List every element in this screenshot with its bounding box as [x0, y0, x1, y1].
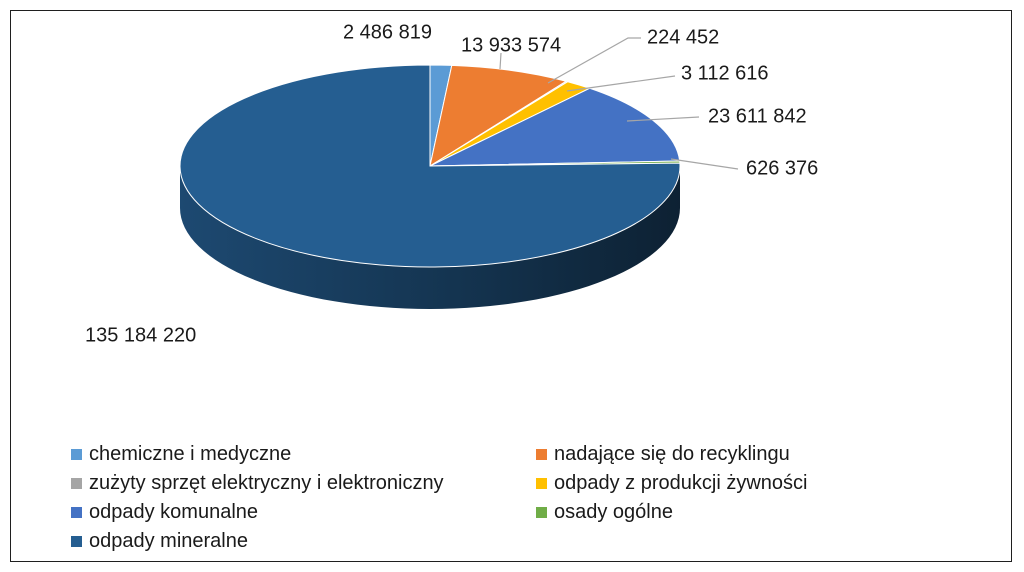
- data-label: 2 486 819: [343, 21, 432, 43]
- legend-item: nadające się do recyklingu: [536, 441, 936, 467]
- legend-label: odpady mineralne: [89, 529, 248, 552]
- legend-item: osady ogólne: [536, 499, 936, 525]
- data-label: 3 112 616: [681, 62, 769, 84]
- data-label: 626 376: [746, 157, 818, 179]
- legend-swatch: [71, 477, 82, 489]
- legend-item: chemiczne i medyczne: [71, 441, 536, 467]
- legend-label: nadające się do recyklingu: [554, 442, 790, 465]
- legend-swatch: [71, 448, 82, 460]
- data-label: 224 452: [647, 26, 719, 48]
- legend-label: odpady komunalne: [89, 500, 259, 523]
- legend-label: osady ogólne: [554, 500, 673, 523]
- leader-line: [499, 52, 502, 70]
- data-label: 13 933 574: [461, 34, 561, 56]
- legend-swatch: [71, 506, 82, 518]
- pie-slice-side: [180, 166, 680, 309]
- data-label: 135 184 220: [85, 324, 196, 346]
- legend-item: odpady z produkcji żywności: [536, 470, 936, 496]
- pie-slice: [429, 64, 568, 168]
- legend-label: odpady z produkcji żywności: [554, 471, 808, 494]
- legend-swatch: [536, 448, 547, 460]
- legend-label: zużyty sprzęt elektryczny i elektroniczn…: [89, 471, 444, 494]
- legend-item: odpady mineralne: [71, 528, 536, 554]
- pie-chart: 2 486 819 13 933 574 224 452 3 112 616 23 61…: [85, 21, 818, 346]
- leader-line: [670, 158, 739, 170]
- pie-slice: [429, 87, 681, 167]
- leader-line: [547, 37, 641, 84]
- leader-line: [566, 75, 676, 92]
- legend-item: zużyty sprzęt elektryczny i elektroniczn…: [71, 470, 536, 496]
- leader-line: [626, 116, 700, 122]
- legend-label: chemiczne i medyczne: [89, 442, 292, 465]
- data-label: 23 611 842: [708, 105, 807, 127]
- legend-swatch: [536, 477, 547, 489]
- legend-item: odpady komunalne: [71, 499, 536, 525]
- legend-swatch: [71, 535, 82, 547]
- legend-swatch: [536, 506, 547, 518]
- chart-frame: 2 486 819 13 933 574 224 452 3 112 616 23 61…: [10, 10, 1012, 562]
- legend: chemiczne i medyczne nadające się do rec…: [71, 441, 931, 554]
- pie-slice: [179, 64, 681, 268]
